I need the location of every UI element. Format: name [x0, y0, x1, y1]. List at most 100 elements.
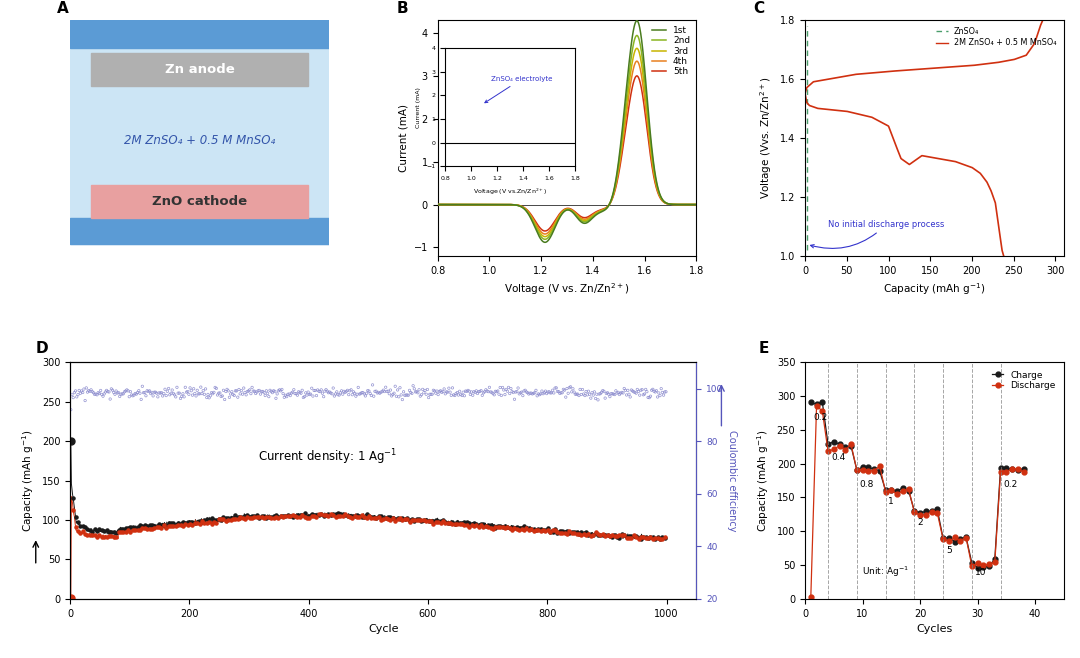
Point: [272, 386, 289, 396]
Point: [387, 513, 404, 524]
Point: [308, 390, 325, 401]
Point: [83, 526, 100, 537]
Point: [647, 534, 664, 544]
Point: [651, 534, 669, 544]
Point: [505, 394, 523, 405]
Point: [535, 525, 552, 536]
Point: [386, 388, 403, 399]
Point: [481, 382, 498, 393]
Point: [99, 386, 117, 397]
Point: [77, 395, 94, 406]
Point: [247, 388, 265, 399]
Point: [526, 388, 543, 398]
Point: [65, 392, 82, 403]
Text: 10: 10: [974, 568, 986, 577]
Point: [375, 385, 392, 395]
Point: [489, 522, 507, 532]
Point: [110, 524, 127, 535]
Point: [561, 526, 578, 536]
Point: [357, 388, 375, 399]
Point: [592, 530, 609, 540]
Point: [205, 517, 222, 528]
Point: [188, 391, 205, 401]
Point: [436, 388, 454, 399]
Point: [585, 387, 603, 397]
Point: [193, 515, 211, 526]
Point: [501, 388, 518, 399]
Point: [177, 518, 194, 528]
Point: [434, 515, 451, 525]
Point: [590, 529, 607, 540]
Point: [193, 517, 211, 527]
Point: [509, 524, 526, 534]
Point: [287, 388, 305, 399]
2nd: [582, 216, 595, 224]
Point: [566, 527, 583, 538]
Point: [113, 389, 131, 399]
Point: [237, 387, 254, 397]
Point: [367, 386, 384, 397]
Point: [604, 530, 621, 541]
Point: [443, 390, 460, 401]
Point: [618, 533, 635, 544]
Point: [638, 386, 656, 397]
Point: [355, 512, 373, 522]
Point: [138, 523, 156, 534]
Legend: ZnSO₄, 2M ZnSO₄ + 0.5 M MnSO₄: ZnSO₄, 2M ZnSO₄ + 0.5 M MnSO₄: [932, 24, 1059, 51]
4th: [596, 206, 609, 214]
Point: [532, 389, 550, 399]
Point: [71, 388, 89, 399]
Point: [274, 511, 292, 522]
Point: [296, 392, 313, 402]
X-axis label: Cycles: Cycles: [916, 624, 953, 634]
Point: [403, 514, 420, 524]
Point: [296, 508, 313, 519]
Point: [382, 512, 400, 522]
X-axis label: Capacity (mAh g$^{-1}$): Capacity (mAh g$^{-1}$): [883, 282, 986, 297]
Point: [306, 385, 323, 395]
Point: [334, 511, 351, 521]
Point: [512, 388, 529, 398]
Bar: [70, 20, 329, 48]
Point: [286, 511, 303, 521]
Point: [198, 518, 215, 528]
Point: [491, 382, 509, 393]
Point: [427, 517, 444, 527]
Point: [206, 382, 224, 393]
Point: [258, 513, 275, 523]
Point: [549, 526, 566, 537]
Point: [406, 516, 423, 526]
Point: [103, 526, 120, 537]
Charge: [954, 535, 967, 543]
Point: [422, 389, 440, 399]
Charge: [1000, 464, 1013, 472]
Point: [100, 387, 118, 397]
Point: [378, 386, 395, 397]
Point: [604, 532, 621, 542]
Point: [379, 513, 396, 524]
Point: [162, 388, 179, 399]
Point: [105, 526, 122, 537]
Point: [658, 386, 675, 397]
Point: [162, 521, 179, 532]
Point: [237, 511, 254, 521]
Point: [446, 390, 463, 401]
Point: [396, 514, 414, 524]
Point: [309, 385, 326, 395]
Text: 2M ZnSO₄ + 0.5 M MnSO₄: 2M ZnSO₄ + 0.5 M MnSO₄: [124, 134, 275, 147]
Point: [75, 521, 92, 532]
Point: [389, 513, 406, 523]
Point: [373, 511, 390, 521]
4th: [582, 214, 595, 222]
Point: [399, 513, 416, 524]
Point: [217, 516, 234, 526]
Charge: [810, 400, 823, 408]
4th: [589, 209, 602, 217]
Point: [505, 523, 523, 534]
Point: [72, 386, 90, 396]
Point: [253, 386, 270, 397]
Point: [653, 532, 671, 542]
Point: [632, 385, 649, 395]
Point: [353, 388, 370, 398]
Point: [280, 511, 297, 521]
